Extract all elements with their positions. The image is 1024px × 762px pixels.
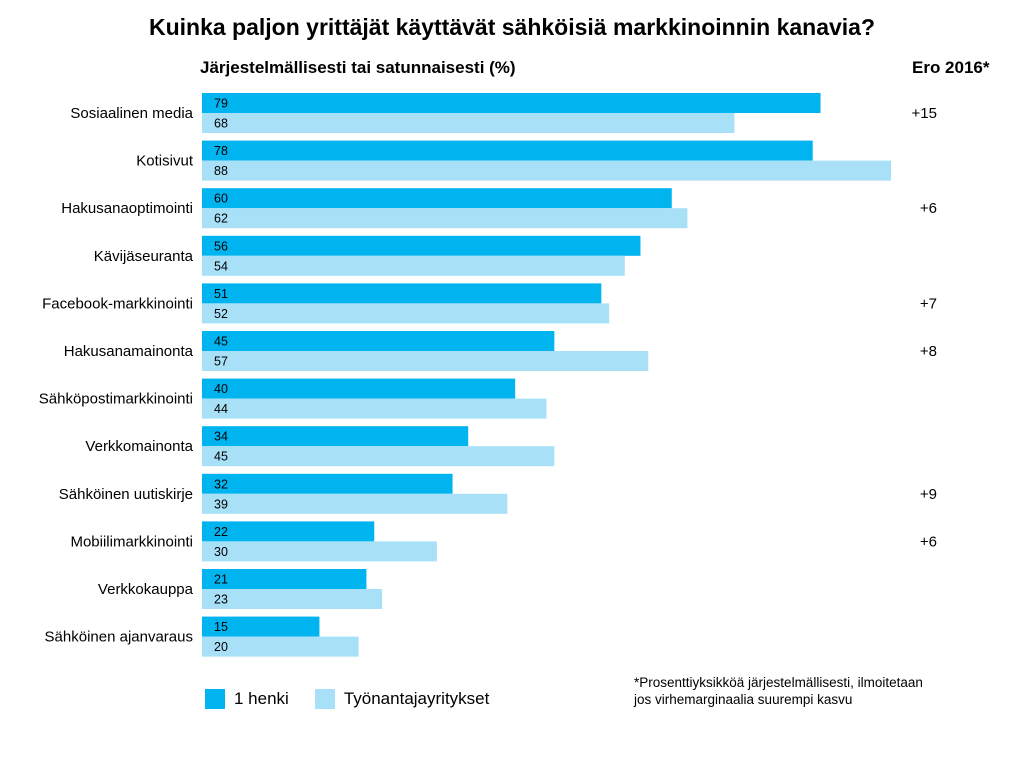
value-label-facebook-markkinointi-series-1: 51 xyxy=(214,287,228,301)
legend-item-tyonantajayritykset: Työnantajayritykset xyxy=(314,689,490,709)
value-label-verkkomainonta-series-2: 45 xyxy=(214,450,228,464)
diff-label-facebook-markkinointi: +7 xyxy=(920,295,937,312)
bar-sosiaalinen-media-series-1 xyxy=(202,93,821,113)
category-label-hakusanaoptimointi: Hakusanaoptimointi xyxy=(61,200,193,217)
category-label-verkkokauppa: Verkkokauppa xyxy=(98,581,194,598)
category-label-sahkoinen-uutiskirje: Sähköinen uutiskirje xyxy=(59,486,193,503)
footnote-line-1: *Prosenttiyksikköä järjestelmällisesti, … xyxy=(634,675,923,690)
bar-verkkokauppa-series-1 xyxy=(202,569,367,589)
value-label-sahkoinen-uutiskirje-series-1: 32 xyxy=(214,477,228,491)
bar-verkkomainonta-series-2 xyxy=(202,446,555,467)
category-label-facebook-markkinointi: Facebook-markkinointi xyxy=(42,295,193,312)
value-label-sahkopostimarkkinointi-series-1: 40 xyxy=(214,382,228,396)
value-label-sahkoinen-ajanvaraus-series-1: 15 xyxy=(214,620,228,634)
bar-sahkoinen-ajanvaraus-series-1 xyxy=(202,616,320,637)
bar-sahkoinen-uutiskirje-series-2 xyxy=(202,493,508,514)
chart-title: Kuinka paljon yrittäjät käyttävät sähköi… xyxy=(148,14,876,40)
diff-label-hakusanaoptimointi: +6 xyxy=(920,200,937,217)
bar-sosiaalinen-media-series-2 xyxy=(202,113,735,133)
value-label-sahkoinen-uutiskirje-series-2: 39 xyxy=(214,497,228,511)
category-label-sosiaalinen-media: Sosiaalinen media xyxy=(70,105,193,122)
value-label-sosiaalinen-media-series-1: 79 xyxy=(214,97,228,111)
category-label-hakusanamainonta: Hakusanamainonta xyxy=(64,343,194,360)
bar-sahkopostimarkkinointi-series-2 xyxy=(202,398,547,419)
value-label-mobiilimarkkinointi-series-1: 22 xyxy=(214,525,228,539)
legend: 1 henki Työnantajayritykset xyxy=(205,688,515,710)
value-label-mobiilimarkkinointi-series-2: 30 xyxy=(214,545,228,559)
category-label-kotisivut: Kotisivut xyxy=(136,153,194,170)
value-label-sahkoinen-ajanvaraus-series-2: 20 xyxy=(214,640,228,654)
bar-sahkoinen-uutiskirje-series-1 xyxy=(202,473,453,494)
legend-label-tyonantajayritykset: Työnantajayritykset xyxy=(343,689,490,708)
legend-item-1-henki: 1 henki xyxy=(205,689,289,709)
diff-label-sosiaalinen-media: +15 xyxy=(912,105,937,122)
value-label-verkkokauppa-series-2: 23 xyxy=(214,593,228,607)
bar-facebook-markkinointi-series-2 xyxy=(202,303,610,324)
legend-label-1-henki: 1 henki xyxy=(234,689,289,708)
diff-column-header: Ero 2016* xyxy=(912,58,990,77)
bar-hakusanamainonta-series-2 xyxy=(202,351,649,371)
diff-label-mobiilimarkkinointi: +6 xyxy=(920,533,937,550)
bar-hakusanaoptimointi-series-2 xyxy=(202,208,688,229)
footnote: *Prosenttiyksikköä järjestelmällisesti, … xyxy=(634,674,974,708)
legend-swatch-tyonantajayritykset xyxy=(314,689,335,709)
value-label-facebook-markkinointi-series-2: 52 xyxy=(214,307,228,321)
bar-kotisivut-series-1 xyxy=(202,140,813,161)
value-label-kotisivut-series-2: 88 xyxy=(214,164,228,178)
legend-swatch-1-henki xyxy=(205,689,225,709)
chart-subtitle: Järjestelmällisesti tai satunnaisesti (%… xyxy=(200,58,516,77)
bar-hakusanamainonta-series-1 xyxy=(202,331,555,351)
bar-facebook-markkinointi-series-1 xyxy=(202,283,602,304)
footnote-line-2: jos virhemarginaalia suurempi kasvu xyxy=(634,692,853,707)
value-label-verkkokauppa-series-1: 21 xyxy=(214,573,228,587)
category-label-mobiilimarkkinointi: Mobiilimarkkinointi xyxy=(70,533,193,550)
value-label-kavijaseuranta-series-2: 54 xyxy=(214,259,228,273)
value-label-sahkopostimarkkinointi-series-2: 44 xyxy=(214,402,228,416)
bar-kotisivut-series-2 xyxy=(202,160,891,181)
bar-mobiilimarkkinointi-series-1 xyxy=(202,521,375,542)
bar-kavijaseuranta-series-1 xyxy=(202,235,641,256)
value-label-sosiaalinen-media-series-2: 68 xyxy=(214,117,228,131)
value-label-hakusanaoptimointi-series-1: 60 xyxy=(214,192,228,206)
category-label-kavijaseuranta: Kävijäseuranta xyxy=(94,248,194,265)
value-label-hakusanaoptimointi-series-2: 62 xyxy=(214,212,228,226)
value-label-hakusanamainonta-series-1: 45 xyxy=(214,335,228,349)
category-label-sahkoinen-ajanvaraus: Sähköinen ajanvaraus xyxy=(45,629,193,646)
category-label-verkkomainonta: Verkkomainonta xyxy=(85,438,193,455)
value-label-kavijaseuranta-series-1: 56 xyxy=(214,239,228,253)
diff-label-hakusanamainonta: +8 xyxy=(920,343,937,360)
value-label-hakusanamainonta-series-2: 57 xyxy=(214,355,228,369)
bar-hakusanaoptimointi-series-1 xyxy=(202,188,672,209)
value-label-kotisivut-series-1: 78 xyxy=(214,144,228,158)
value-label-verkkomainonta-series-1: 34 xyxy=(214,430,228,444)
bar-sahkoinen-ajanvaraus-series-2 xyxy=(202,636,359,657)
diff-label-sahkoinen-uutiskirje: +9 xyxy=(920,486,937,503)
bar-verkkomainonta-series-1 xyxy=(202,426,469,447)
bar-verkkokauppa-series-2 xyxy=(202,589,383,609)
bar-sahkopostimarkkinointi-series-1 xyxy=(202,378,516,399)
category-label-sahkopostimarkkinointi: Sähköpostimarkkinointi xyxy=(39,391,193,408)
bar-mobiilimarkkinointi-series-2 xyxy=(202,541,437,562)
bar-kavijaseuranta-series-2 xyxy=(202,255,625,276)
